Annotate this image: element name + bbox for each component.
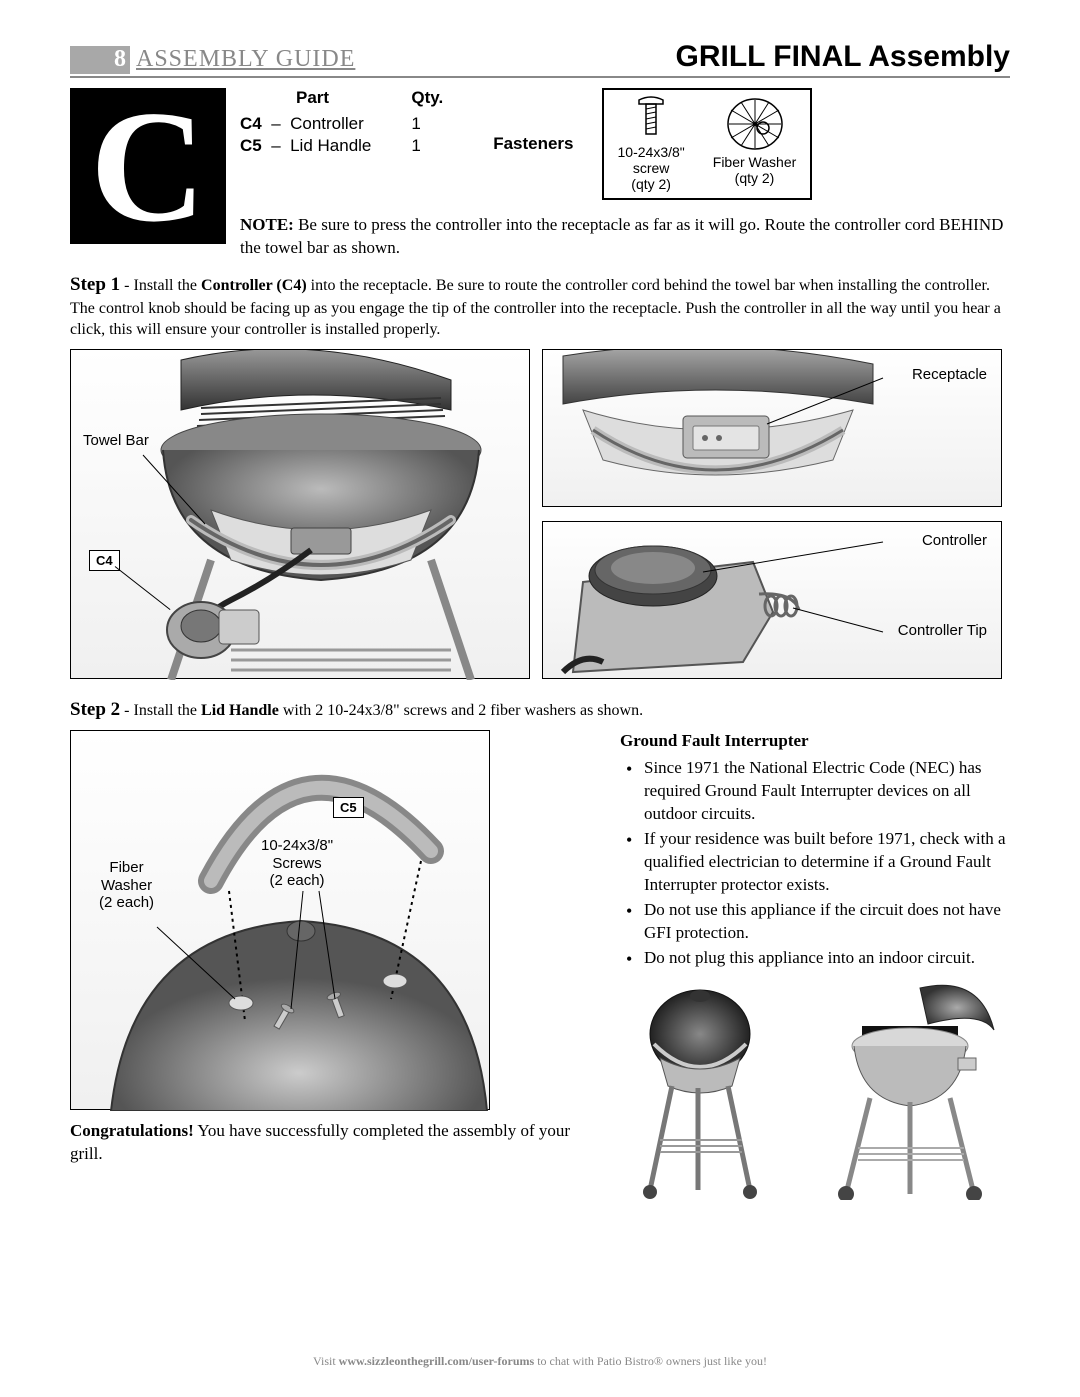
dash: – — [266, 114, 290, 133]
callout-receptacle: Receptacle — [912, 366, 987, 383]
parts-header-qty: Qty. — [411, 88, 443, 108]
callout-towel-bar: Towel Bar — [83, 432, 149, 449]
step-text: - Install the — [120, 277, 201, 294]
step1-diagrams: Towel Bar C4 Receptacle — [70, 349, 1010, 679]
step-bold: Lid Handle — [201, 702, 279, 719]
grill-front-illustration — [71, 350, 531, 680]
page-number: 8 — [70, 46, 130, 74]
step-bold: Controller (C4) — [201, 277, 307, 294]
fasteners-label: Fasteners — [493, 134, 573, 154]
list-item: Do not plug this appliance into an indoo… — [644, 947, 1010, 970]
note-label: NOTE: — [240, 215, 294, 234]
callout-washer: Fiber Washer (2 each) — [99, 859, 154, 911]
congrats-label: Congratulations! — [70, 1121, 194, 1140]
note: NOTE: Be sure to press the controller in… — [240, 214, 1010, 260]
step2-diagram: C5 10-24x3/8" Screws (2 each) Fiber Wash… — [70, 730, 490, 1110]
grill-closed-icon — [620, 980, 780, 1200]
screw-icon — [631, 96, 671, 142]
callout-screws: 10-24x3/8" Screws (2 each) — [261, 837, 333, 889]
callout-line: (2 each) — [270, 872, 325, 889]
intro-block: C Part C4 – Controller C5 – Lid Handle — [70, 88, 1010, 260]
footer-text: Visit — [313, 1354, 339, 1368]
fasteners-box: 10-24x3/8" screw (qty 2) Fiber Washer (q… — [602, 88, 813, 200]
parts-and-fasteners: Part C4 – Controller C5 – Lid Handle Qty… — [240, 88, 1010, 200]
step2-row: C5 10-24x3/8" Screws (2 each) Fiber Wash… — [70, 730, 1010, 1199]
step2-text: Step 2 - Install the Lid Handle with 2 1… — [70, 697, 1010, 723]
callout-controller-tip: Controller Tip — [898, 622, 987, 639]
gfi-title: Ground Fault Interrupter — [620, 730, 1010, 753]
part-name: Lid Handle — [290, 136, 371, 155]
callout-controller: Controller — [922, 532, 987, 549]
gfi-list: Since 1971 the National Electric Code (N… — [620, 757, 1010, 969]
table-row: C5 – Lid Handle — [240, 136, 371, 156]
step-text: - Install the — [120, 702, 201, 719]
final-grill-images — [620, 980, 1010, 1200]
fastener-qty: (qty 2) — [631, 176, 671, 192]
callout-line: Fiber — [109, 859, 143, 876]
callout-line: Screws — [272, 855, 321, 872]
section-title: GRILL FINAL Assembly — [675, 40, 1010, 74]
step-text: with 2 10-24x3/8" screws and 2 fiber was… — [279, 702, 643, 719]
step1-diagram-controller: Controller Controller Tip — [542, 521, 1002, 679]
callout-c5: C5 — [333, 797, 364, 818]
part-id: C4 — [240, 114, 262, 133]
page-footer: Visit www.sizzleonthegrill.com/user-foru… — [0, 1354, 1080, 1369]
step-letter: C — [70, 88, 226, 244]
part-qty: 1 — [411, 114, 443, 134]
list-item: If your residence was built before 1971,… — [644, 828, 1010, 897]
fastener-name: 10-24x3/8" — [618, 144, 685, 160]
page-header: 8 ASSEMBLY GUIDE GRILL FINAL Assembly — [70, 40, 1010, 78]
part-id: C5 — [240, 136, 262, 155]
table-row: C4 – Controller — [240, 114, 371, 134]
step1-diagram-main: Towel Bar C4 — [70, 349, 530, 679]
note-body: Be sure to press the controller into the… — [240, 215, 1003, 257]
footer-url: www.sizzleonthegrill.com/user-forums — [339, 1354, 535, 1368]
part-qty: 1 — [411, 136, 443, 156]
callout-line: 10-24x3/8" — [261, 837, 333, 854]
gfi-block: Ground Fault Interrupter Since 1971 the … — [620, 730, 1010, 1199]
step1-text: Step 1 - Install the Controller (C4) int… — [70, 272, 1010, 341]
footer-text: to chat with Patio Bistro® owners just l… — [534, 1354, 767, 1368]
fastener-screw: 10-24x3/8" screw (qty 2) — [618, 96, 685, 192]
callout-line: (2 each) — [99, 894, 154, 911]
fastener-qty: (qty 2) — [735, 170, 775, 186]
washer-icon — [725, 96, 785, 152]
fastener-washer: Fiber Washer (qty 2) — [713, 96, 797, 192]
grill-open-icon — [810, 980, 1010, 1200]
step-label: Step 2 — [70, 699, 120, 720]
part-name: Controller — [290, 114, 364, 133]
list-item: Since 1971 the National Electric Code (N… — [644, 757, 1010, 826]
fastener-name: Fiber Washer — [713, 154, 797, 170]
parts-table: Part C4 – Controller C5 – Lid Handle Qty… — [240, 88, 443, 200]
parts-header-part: Part — [296, 88, 371, 108]
congrats-text: Congratulations! You have successfully c… — [70, 1120, 596, 1166]
dash: – — [266, 136, 290, 155]
callout-line: Washer — [101, 877, 152, 894]
step1-diagram-receptacle: Receptacle — [542, 349, 1002, 507]
lid-handle-illustration — [71, 731, 491, 1111]
guide-title: ASSEMBLY GUIDE — [136, 46, 355, 73]
step-label: Step 1 — [70, 274, 120, 295]
fastener-sub: screw — [633, 160, 670, 176]
list-item: Do not use this appliance if the circuit… — [644, 899, 1010, 945]
